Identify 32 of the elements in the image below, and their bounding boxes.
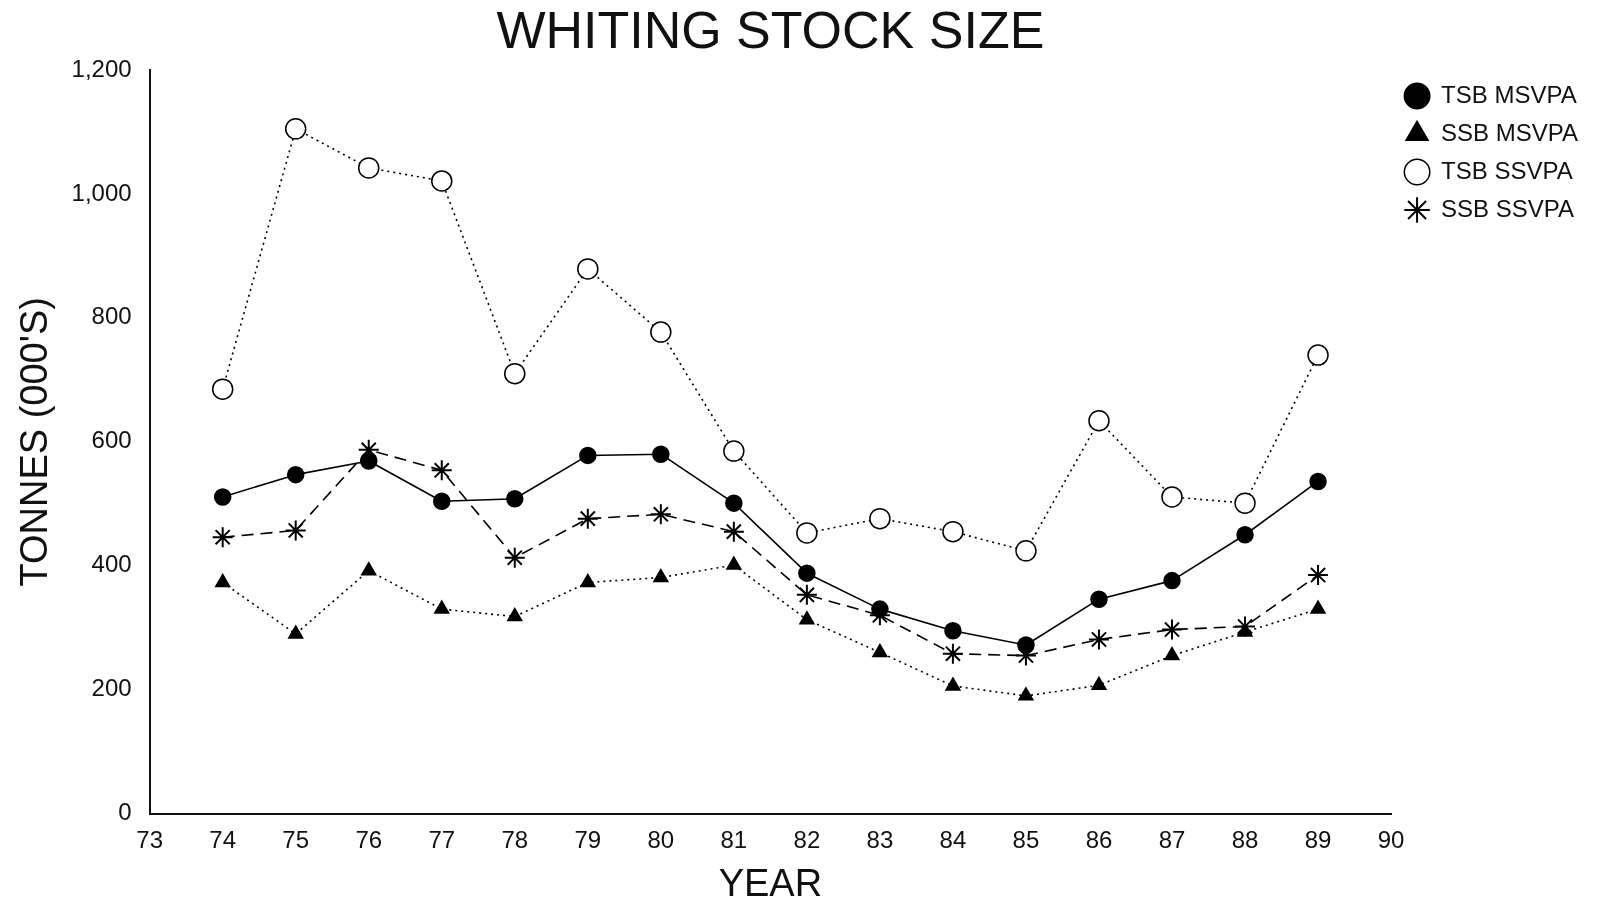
x-tick-label: 79 xyxy=(574,825,602,853)
y-axis-title: TONNES (000'S) xyxy=(13,297,56,587)
x-tick-label: 77 xyxy=(428,825,456,853)
legend-label: TSB SSVPA xyxy=(1441,156,1573,184)
x-tick-label: 74 xyxy=(209,825,237,853)
y-tick-label: 400 xyxy=(91,550,132,578)
x-tick-label: 85 xyxy=(1012,825,1040,853)
x-tick-label: 90 xyxy=(1377,825,1405,853)
x-tick-label: 83 xyxy=(866,825,894,853)
x-tick-label: 87 xyxy=(1158,825,1186,853)
x-tick-label: 78 xyxy=(501,825,529,853)
x-tick-label: 82 xyxy=(793,825,821,853)
x-tick-label: 76 xyxy=(355,825,383,853)
x-tick-label: 75 xyxy=(282,825,310,853)
x-tick-label: 84 xyxy=(939,825,967,853)
x-tick-label: 86 xyxy=(1085,825,1113,853)
x-tick-label: 89 xyxy=(1304,825,1332,853)
x-tick-label: 81 xyxy=(720,825,748,853)
y-tick-label: 600 xyxy=(91,426,132,454)
y-tick-label: 200 xyxy=(91,674,132,702)
legend-label: TSB MSVPA xyxy=(1441,80,1577,108)
y-tick-label: 1,200 xyxy=(71,54,132,82)
y-tick-label: 0 xyxy=(118,798,132,826)
legend-label: SSB MSVPA xyxy=(1441,118,1578,146)
x-axis-title: YEAR xyxy=(718,861,823,904)
x-tick-label: 88 xyxy=(1231,825,1259,853)
x-tick-label: 80 xyxy=(647,825,675,853)
legend-label: SSB SSVPA xyxy=(1441,194,1575,222)
x-tick-label: 73 xyxy=(136,825,164,853)
y-tick-label: 1,000 xyxy=(71,178,132,206)
chart-title: WHITING STOCK SIZE xyxy=(496,1,1045,60)
y-tick-label: 800 xyxy=(91,302,132,330)
